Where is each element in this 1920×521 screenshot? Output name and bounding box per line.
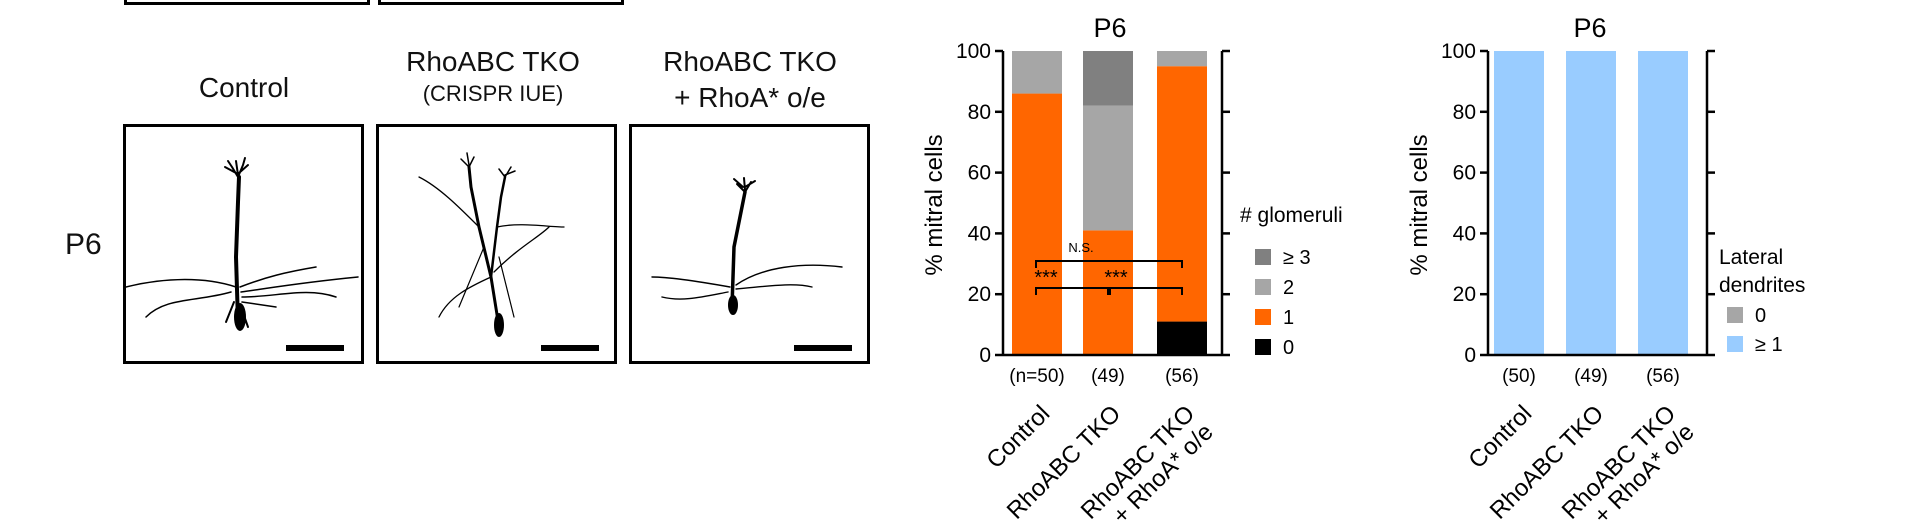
column-title: RhoABC TKO — [663, 46, 837, 77]
row-label: P6 — [65, 228, 102, 261]
legend-title: # glomeruli — [1240, 204, 1343, 227]
column-title: Control — [198, 72, 290, 103]
y-tick-label: 40 — [968, 222, 991, 245]
bar-segment — [1566, 51, 1616, 355]
y-tick-label: 40 — [1453, 222, 1476, 245]
annotation-significance: *** — [1034, 267, 1058, 289]
bar-segment — [1083, 51, 1133, 106]
annotation-ns: N.S. — [1068, 240, 1093, 255]
n-label: (56) — [1165, 366, 1199, 387]
legend-label: 0 — [1283, 337, 1294, 359]
y-tick-label: 0 — [979, 344, 991, 367]
legend-swatch — [1255, 339, 1271, 355]
column-header-tko: RhoABC TKO (CRISPR IUE) — [368, 44, 618, 108]
y-tick-label: 20 — [1453, 283, 1476, 306]
column-title: RhoABC TKO — [406, 46, 580, 77]
n-label: (49) — [1574, 366, 1608, 387]
bar-segment — [1157, 51, 1207, 67]
top-panel-frame — [124, 0, 370, 5]
y-tick-label: 80 — [968, 101, 991, 124]
bar-segment — [1157, 321, 1207, 355]
legend-swatch — [1255, 279, 1271, 295]
legend-label: ≥ 3 — [1283, 247, 1311, 269]
legend-swatch — [1255, 249, 1271, 265]
column-header-rescue: RhoABC TKO + RhoA* o/e — [620, 44, 880, 116]
chart-glomeruli: P6 % mitral cells 020406080100(n=50)Cont… — [921, 13, 1343, 521]
neuron-tracing — [126, 157, 359, 331]
chart-title: P6 — [1573, 13, 1606, 43]
bar-segment — [1012, 51, 1062, 94]
y-tick-label: 60 — [1453, 162, 1476, 185]
y-axis-label: % mitral cells — [1406, 134, 1433, 275]
n-label: (49) — [1091, 366, 1125, 387]
bar-segment — [1012, 93, 1062, 355]
y-axis-label: % mitral cells — [921, 134, 948, 275]
column-subtitle: + RhoA* o/e — [674, 82, 826, 113]
n-label: (n=50) — [1009, 366, 1064, 387]
neuron-tracing — [418, 152, 565, 337]
y-tick-label: 60 — [968, 162, 991, 185]
column-header-control: Control — [124, 70, 364, 106]
neuron-image-tko — [376, 124, 617, 364]
bar-segment — [1494, 51, 1544, 355]
legend-swatch — [1727, 307, 1743, 323]
n-label: (50) — [1502, 366, 1536, 387]
legend-swatch — [1727, 336, 1743, 352]
neuron-image-control — [123, 124, 364, 364]
legend-label: ≥ 1 — [1755, 334, 1783, 356]
n-label: (56) — [1646, 366, 1680, 387]
legend-label: 0 — [1755, 305, 1766, 327]
y-tick-label: 20 — [968, 283, 991, 306]
legend-swatch — [1255, 309, 1271, 325]
top-panel-frame — [378, 0, 624, 5]
y-tick-label: 80 — [1453, 101, 1476, 124]
chart-title: P6 — [1093, 13, 1126, 43]
bar-segment — [1083, 105, 1133, 231]
y-tick-label: 100 — [956, 40, 991, 63]
legend-label: 2 — [1283, 277, 1294, 299]
scale-bar — [286, 345, 344, 351]
y-tick-label: 100 — [1441, 40, 1476, 63]
bar-segment — [1638, 51, 1688, 355]
annotation-significance: *** — [1104, 267, 1128, 289]
legend-label: 1 — [1283, 307, 1294, 329]
chart-lateral-dendrites: P6 % mitral cells 020406080100(50)Contro… — [1406, 13, 1805, 521]
scale-bar — [541, 345, 599, 351]
column-subtitle: (CRISPR IUE) — [422, 81, 564, 106]
neuron-tracing — [651, 177, 843, 315]
bar-segment — [1157, 66, 1207, 322]
significance-brackets — [1035, 260, 1183, 295]
scale-bar — [794, 345, 852, 351]
legend-title-text: Lateral dendrites — [1719, 246, 1805, 297]
neuron-image-rescue — [629, 124, 870, 364]
legend-title: Lateral dendrites — [1719, 246, 1805, 297]
y-tick-label: 0 — [1464, 344, 1476, 367]
